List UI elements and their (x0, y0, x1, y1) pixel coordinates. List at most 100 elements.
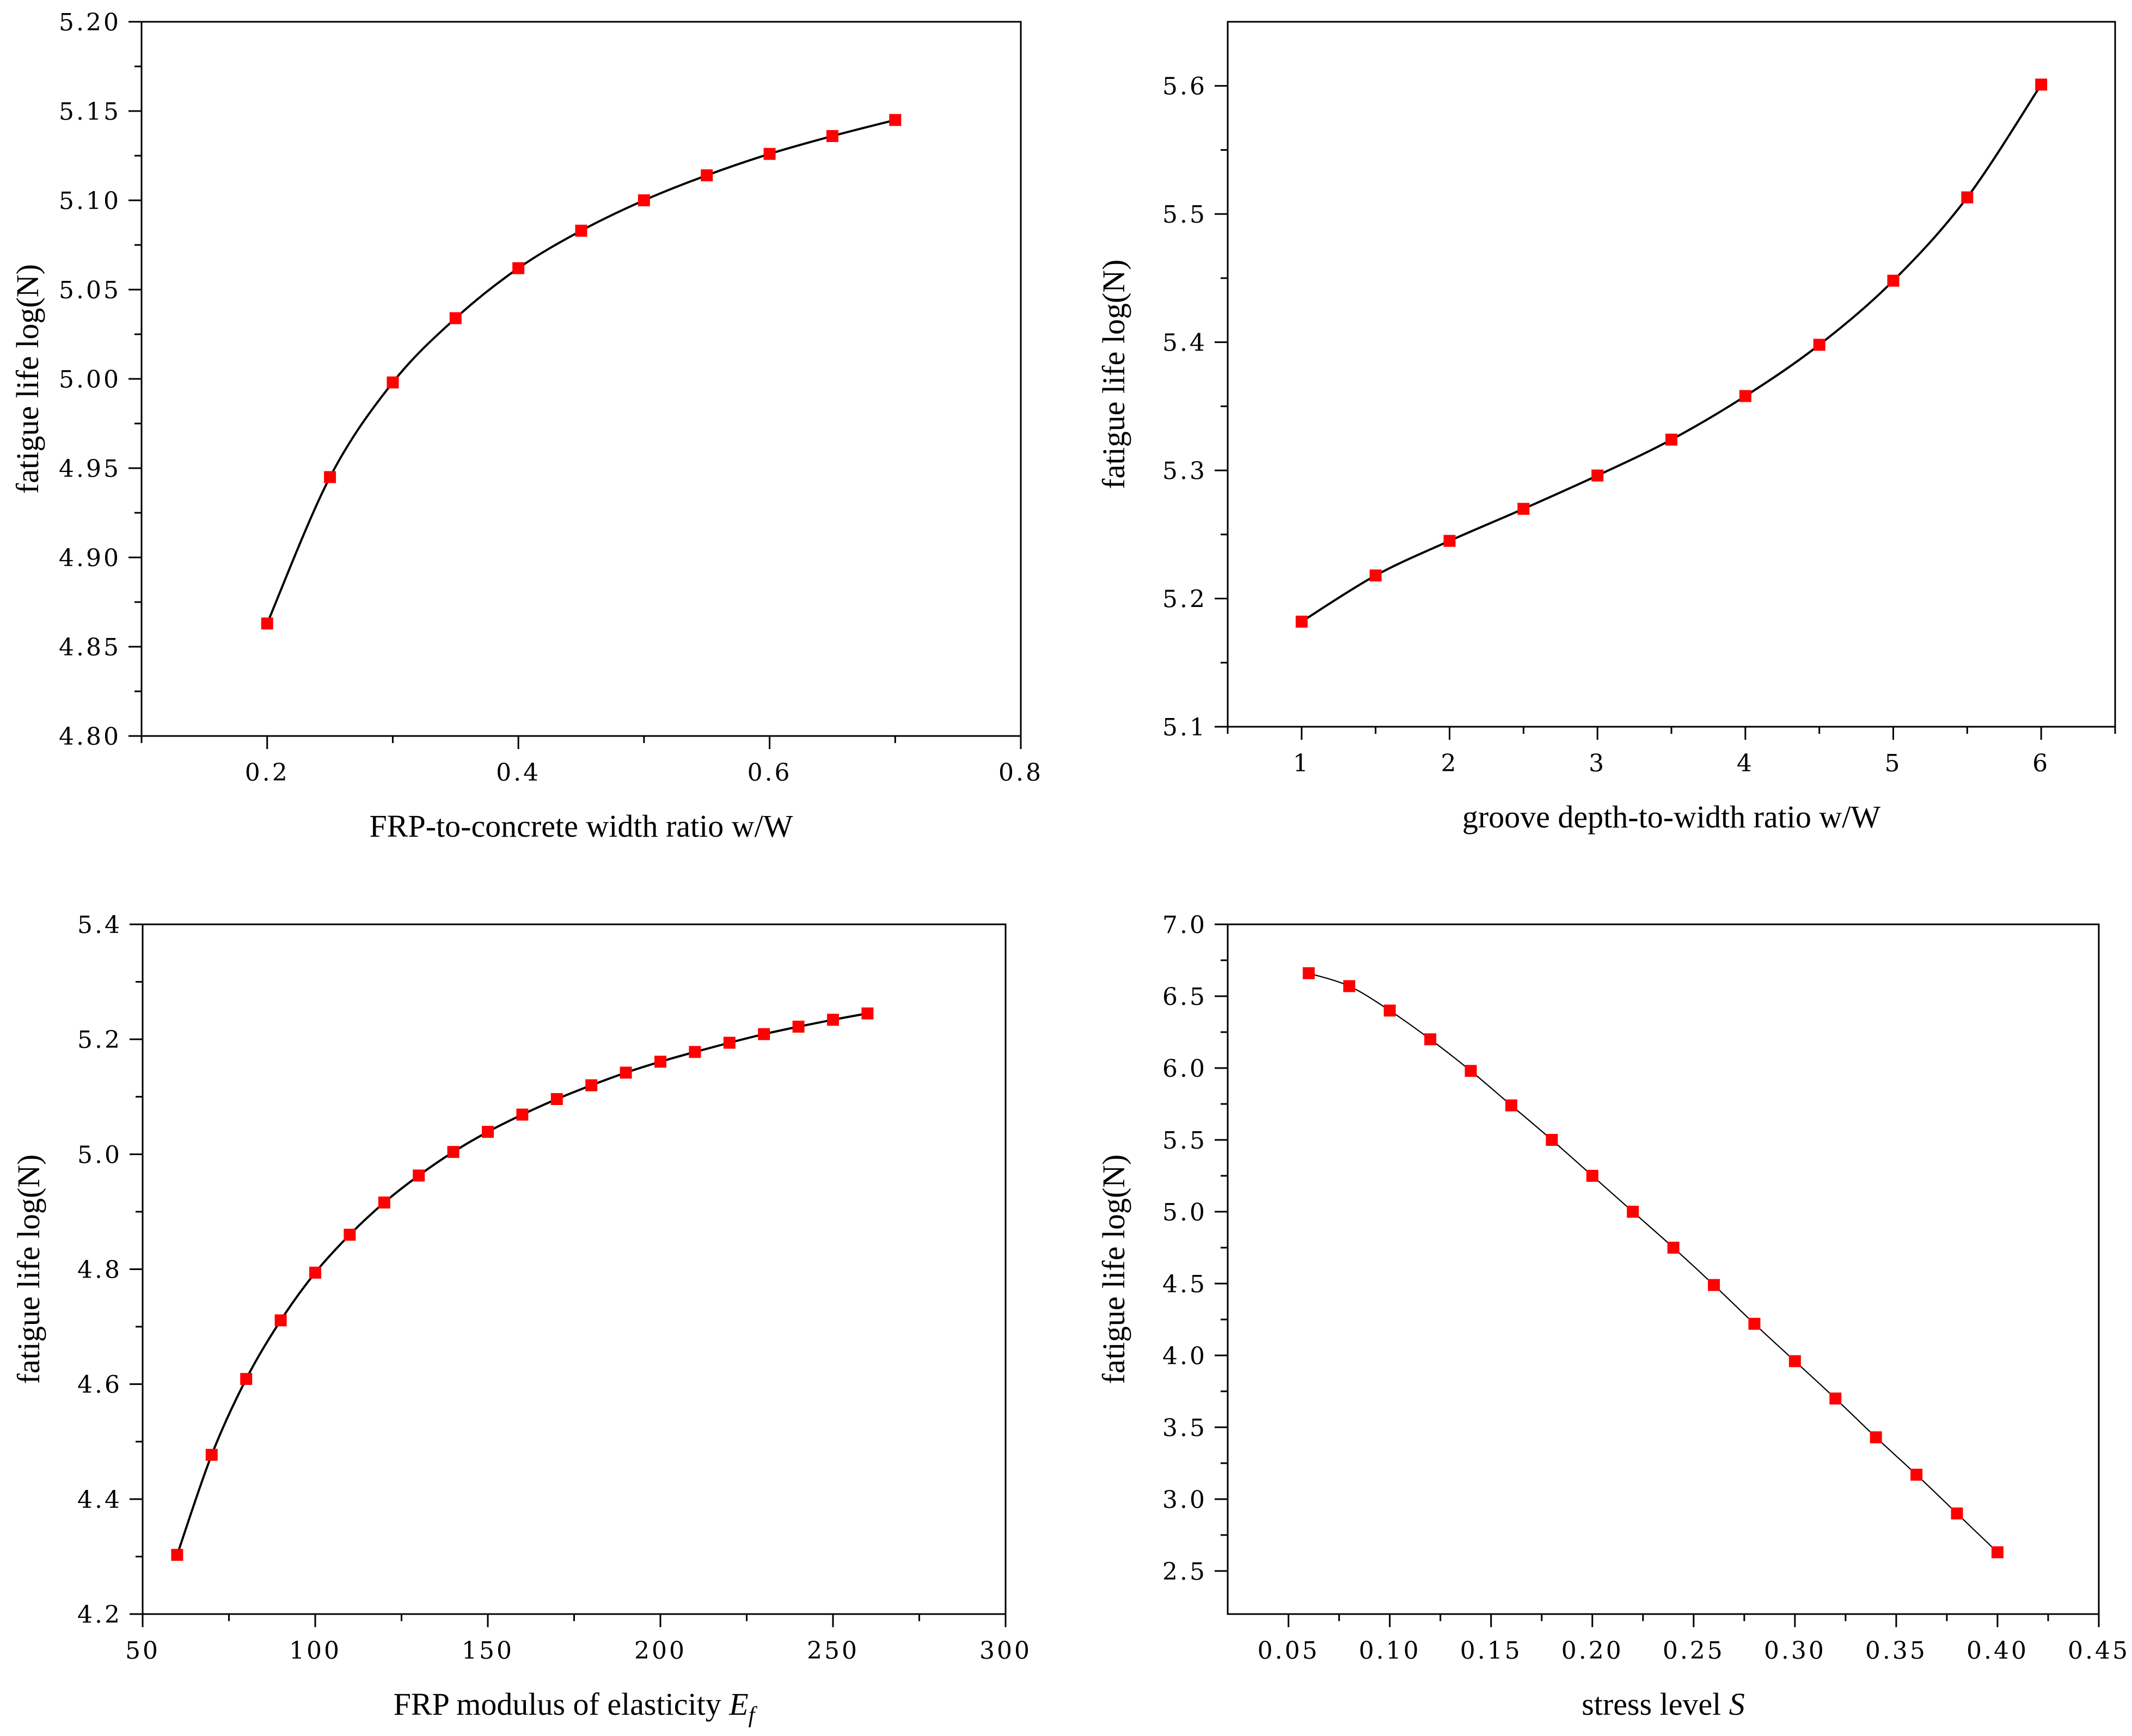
y-tick-label: 2.5 (1162, 1558, 1207, 1586)
data-point (1591, 469, 1604, 482)
data-point (1910, 1468, 1923, 1481)
data-point (171, 1549, 183, 1561)
y-axis-title: fatigue life log(N) (1096, 1155, 1131, 1384)
x-tick-label: 200 (634, 1637, 687, 1665)
data-point (792, 1020, 805, 1033)
data-point (1813, 339, 1825, 351)
y-tick-label: 4.0 (1162, 1342, 1207, 1370)
y-tick-label: 5.1 (1162, 714, 1207, 741)
x-axis-title-text: FRP modulus of elasticity (394, 1686, 721, 1722)
data-point (861, 1007, 874, 1020)
data-point (689, 1046, 701, 1058)
data-point (1343, 980, 1356, 992)
y-tick-label: 4.6 (77, 1371, 122, 1399)
data-point (1627, 1205, 1639, 1218)
x-tick-label: 0.2 (245, 759, 290, 787)
data-point (1887, 274, 1900, 287)
data-point (205, 1449, 218, 1461)
x-tick-label: 0.6 (748, 759, 792, 787)
x-axis-title-text: FRP-to-concrete width ratio w/W (370, 808, 793, 844)
y-tick-label: 4.8 (77, 1256, 122, 1284)
data-point (763, 148, 776, 160)
data-point (309, 1266, 321, 1279)
series-line (1301, 84, 2042, 623)
data-point (1424, 1033, 1437, 1046)
y-tick-label: 5.05 (59, 277, 121, 304)
data-point (240, 1373, 253, 1385)
y-tick-label: 3.5 (1162, 1414, 1207, 1442)
plot-frame (140, 21, 1022, 737)
data-point (1961, 191, 1974, 204)
data-point (638, 194, 650, 206)
data-point (1665, 433, 1677, 446)
x-tick-label: 0.20 (1561, 1637, 1623, 1665)
y-tick-label: 5.4 (77, 911, 122, 939)
data-point (1383, 1004, 1396, 1017)
data-point (1586, 1169, 1598, 1182)
data-point (826, 130, 838, 142)
y-tick-label: 4.95 (59, 455, 121, 483)
y-tick-label: 4.5 (1162, 1271, 1207, 1298)
y-tick-label: 4.90 (59, 544, 121, 572)
x-tick-label: 5 (1885, 750, 1902, 777)
x-tick-label: 0.05 (1258, 1637, 1320, 1665)
data-point (261, 617, 273, 630)
x-tick-label: 0.8 (998, 759, 1043, 787)
data-point (274, 1314, 287, 1327)
x-axis-title: groove depth-to-width ratio w/W (1462, 799, 1881, 835)
chart-stress-level: 0.05 0.10 0.15 0.20 0.25 0.30 0.35 0.40 0.45 2.5 3… (1096, 911, 2128, 1722)
x-tick-label: 50 (125, 1637, 160, 1665)
x-tick-label: 300 (979, 1637, 1032, 1665)
y-tick-label: 4.85 (59, 634, 121, 661)
data-point (889, 114, 902, 126)
x-axis-title: stress level S (1582, 1686, 1745, 1722)
y-tick-label: 5.2 (1162, 586, 1207, 614)
x-axis-title: FRP modulus of elasticity Ef (394, 1686, 758, 1728)
x-axis-title-text: stress level (1582, 1686, 1721, 1722)
data-point (447, 1146, 460, 1158)
x-tick-label: 100 (289, 1637, 341, 1665)
data-point (758, 1028, 770, 1040)
data-point (1829, 1393, 1842, 1405)
data-point (324, 471, 336, 483)
y-tick-label: 6.0 (1162, 1055, 1207, 1083)
x-tick-label: 0.10 (1359, 1637, 1421, 1665)
x-axis-title-text: groove depth-to-width ratio w/W (1462, 799, 1881, 835)
data-point (512, 262, 525, 274)
data-point (482, 1126, 494, 1138)
y-tick-label: 5.0 (1162, 1199, 1207, 1226)
y-tick-label: 5.10 (59, 187, 121, 215)
x-tick-label: 250 (807, 1637, 859, 1665)
data-point (1788, 1355, 1801, 1367)
data-point (449, 312, 462, 324)
x-tick-label: 0.35 (1865, 1637, 1927, 1665)
y-tick-label: 5.2 (77, 1026, 122, 1054)
data-point (1991, 1546, 2004, 1559)
y-axis-title: fatigue life log(N) (11, 1155, 46, 1384)
x-tick-label: 0.40 (1966, 1637, 2029, 1665)
data-point (1748, 1317, 1761, 1330)
data-point (1505, 1099, 1517, 1112)
chart-frp-modulus: 50 100 150 200 250 300 4.2 4.4 4.6 4.8 5.0 5.2 5.4 FR… (11, 911, 1032, 1728)
chart-groove-depth-ratio: 1 2 3 4 5 6 5.1 5.2 5.3 5.4 5.5 5.6 groove depth-to-… (1096, 21, 2116, 835)
x-tick-label: 0.15 (1460, 1637, 1522, 1665)
y-tick-label: 5.5 (1162, 1127, 1207, 1155)
data-point (1546, 1133, 1558, 1146)
y-axis-title: fatigue life log(N) (10, 264, 45, 494)
plot-frame (1227, 21, 2116, 728)
x-tick-label: 3 (1589, 750, 1606, 777)
y-tick-label: 5.15 (59, 98, 121, 126)
data-point (585, 1079, 598, 1091)
chart-width-ratio: 0.2 0.4 0.6 0.8 4.80 4.85 4.90 4.95 5.00 5.05 5.10… (10, 9, 1043, 844)
y-tick-label: 5.3 (1162, 457, 1207, 485)
series-line (266, 119, 896, 624)
data-point (516, 1108, 529, 1121)
y-tick-label: 5.5 (1162, 201, 1207, 229)
series-line (176, 1012, 868, 1555)
data-point (1465, 1065, 1477, 1077)
data-point (344, 1229, 356, 1241)
y-tick-label: 5.00 (59, 366, 121, 394)
data-point (387, 376, 399, 389)
plot-frame (1227, 923, 2100, 1615)
